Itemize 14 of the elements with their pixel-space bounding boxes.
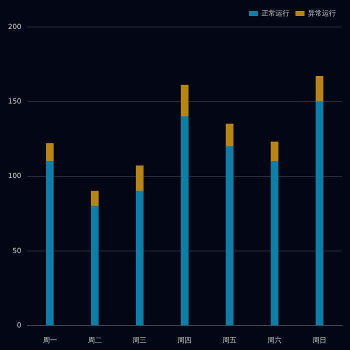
bar bbox=[180, 116, 189, 326]
bar bbox=[90, 206, 99, 326]
bar bbox=[316, 101, 324, 326]
bar bbox=[270, 161, 278, 326]
bar bbox=[226, 146, 234, 326]
bar bbox=[46, 161, 54, 326]
bar bbox=[136, 190, 144, 326]
bar bbox=[270, 142, 278, 162]
bar bbox=[226, 124, 234, 147]
bar bbox=[316, 76, 324, 102]
bar bbox=[136, 166, 144, 192]
bar bbox=[46, 143, 54, 162]
bar bbox=[180, 84, 189, 117]
bar bbox=[90, 190, 99, 206]
